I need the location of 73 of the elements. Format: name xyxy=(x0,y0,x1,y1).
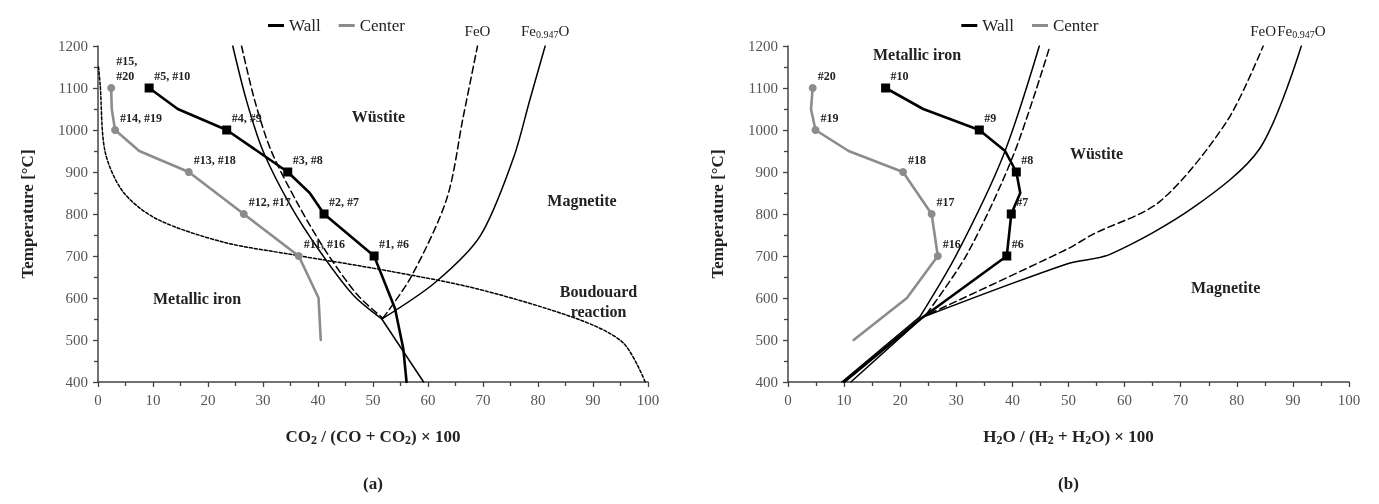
x-tick-label: 30 xyxy=(948,391,964,408)
annotation: Metallic iron xyxy=(152,289,242,307)
y-tick-label: 600 xyxy=(755,290,778,306)
legend-label: Wall xyxy=(289,16,321,35)
x-tick-label: 100 xyxy=(1337,391,1361,408)
annotation: FeO xyxy=(464,23,491,39)
y-tick-label: 800 xyxy=(755,206,778,222)
annotation: #2, #7 xyxy=(329,194,360,209)
x-tick-label: 70 xyxy=(475,391,491,408)
annotation: #16 xyxy=(942,236,961,251)
annotation: #10 xyxy=(890,68,909,83)
x-tick-label: 20 xyxy=(200,391,216,408)
x-tick-label: 40 xyxy=(310,391,326,408)
annotation: #17 xyxy=(936,194,955,209)
y-tick-label: 1200 xyxy=(748,38,778,54)
legend-label: Center xyxy=(359,16,406,35)
y-tick-label: 700 xyxy=(65,248,88,264)
x-tick-label: 50 xyxy=(365,391,381,408)
text: (b) xyxy=(1058,474,1079,493)
annotation: #8 xyxy=(1021,152,1034,167)
x-tick-label: 80 xyxy=(1229,391,1245,408)
x-tick-label: 90 xyxy=(585,391,601,408)
x-tick-label: 70 xyxy=(1173,391,1189,408)
x-tick-label: 10 xyxy=(836,391,852,408)
annotation: #5, #10 xyxy=(154,68,191,83)
legend-label: Center xyxy=(1052,16,1099,35)
x-tick-label: 100 xyxy=(636,391,660,408)
x-tick-label: 80 xyxy=(530,391,546,408)
legend-label: Wall xyxy=(982,16,1015,35)
annotation: #3, #8 xyxy=(292,152,323,167)
y-tick-label: 1000 xyxy=(748,122,778,138)
annotation: #20 xyxy=(817,68,836,83)
annotation: #6 xyxy=(1011,236,1024,251)
y-tick-label: 400 xyxy=(755,374,778,390)
annotation: Wüstite xyxy=(351,108,406,126)
annotation: FeO xyxy=(1250,23,1277,39)
x-tick-label: 0 xyxy=(784,391,792,408)
annotation: #1, #6 xyxy=(379,236,410,251)
annotation: #15, #20 xyxy=(116,53,138,83)
x-tick-label: 60 xyxy=(420,391,436,408)
y-tick-label: 600 xyxy=(65,290,88,306)
x-tick-label: 0 xyxy=(94,391,102,408)
annotation: Boudouard reaction xyxy=(559,282,638,320)
y-axis-title: Temperature [°C] xyxy=(18,149,37,279)
annotation: Magnetite xyxy=(547,192,617,211)
annotation: #9 xyxy=(984,110,997,125)
x-tick-label: 10 xyxy=(145,391,161,408)
text: (a) xyxy=(363,474,383,493)
x-tick-label: 50 xyxy=(1061,391,1076,408)
annotation: #18 xyxy=(908,152,927,167)
x-tick-label: 60 xyxy=(1117,391,1133,408)
y-tick-label: 800 xyxy=(65,206,88,222)
x-tick-label: 20 xyxy=(892,391,908,408)
x-tick-label: 40 xyxy=(1004,391,1020,408)
annotation: Magnetite xyxy=(1190,279,1261,298)
x-tick-label: 30 xyxy=(255,391,271,408)
annotation: #19 xyxy=(820,110,839,125)
annotation: #14, #19 xyxy=(120,110,163,125)
y-tick-label: 900 xyxy=(755,164,778,180)
y-tick-label: 900 xyxy=(65,164,88,180)
y-tick-label: 1100 xyxy=(748,80,778,96)
y-axis-title: Temperature [°C] xyxy=(708,149,727,279)
annotation: Wüstite xyxy=(1069,145,1124,163)
y-tick-label: 500 xyxy=(755,332,778,348)
annotation: Metallic iron xyxy=(872,45,962,63)
y-tick-label: 1100 xyxy=(58,80,88,96)
y-tick-label: 1000 xyxy=(58,122,88,138)
y-tick-label: 400 xyxy=(65,374,88,390)
y-tick-label: 500 xyxy=(65,332,88,348)
y-tick-label: 1200 xyxy=(58,38,88,54)
x-tick-label: 90 xyxy=(1285,391,1301,408)
annotation: #13, #18 xyxy=(193,152,236,167)
y-tick-label: 700 xyxy=(755,248,778,264)
